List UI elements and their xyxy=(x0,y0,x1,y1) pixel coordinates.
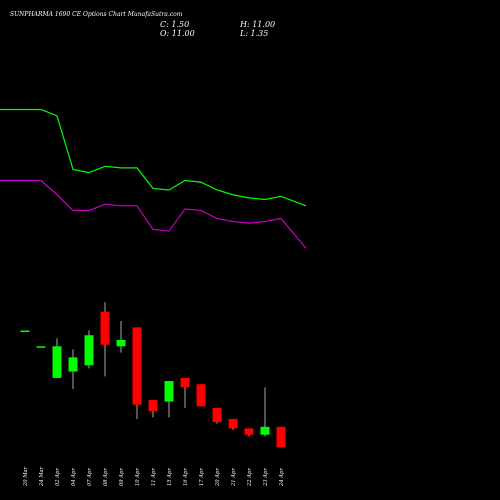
candle-body xyxy=(116,340,126,347)
x-tick-label: 07 Apr xyxy=(87,468,93,486)
lower-line xyxy=(0,179,307,249)
candle-body xyxy=(100,311,110,345)
x-tick-label: 16 Apr xyxy=(183,468,189,486)
candle-body xyxy=(52,346,62,378)
candle-body xyxy=(20,330,30,333)
upper-line xyxy=(0,108,307,207)
x-tick-label: 10 Apr xyxy=(135,468,141,486)
candle-body xyxy=(196,384,206,407)
x-tick-label: 20 Apr xyxy=(215,468,221,487)
low-value: L: 1.35 xyxy=(239,29,268,38)
moving-average-lines xyxy=(0,108,307,249)
candle-body xyxy=(244,428,254,435)
candle-body xyxy=(164,381,174,402)
candle-body xyxy=(260,426,270,435)
candle-body xyxy=(228,418,238,429)
candle-body xyxy=(68,357,78,372)
x-tick-label: 02 Apr xyxy=(55,468,61,486)
x-tick-label: 15 Apr xyxy=(167,468,173,486)
x-tick-label: 17 Apr xyxy=(199,468,205,486)
x-tick-label: 11 Apr xyxy=(151,468,157,486)
chart-title: SUNPHARMA 1690 CE Options Chart MunafaSu… xyxy=(10,11,183,18)
open-value: O: 11.00 xyxy=(160,29,195,38)
x-tick-label: 24 Mar xyxy=(39,466,45,487)
candle-body xyxy=(180,377,190,388)
x-tick-label: 23 Apr xyxy=(263,468,269,487)
candles-layer xyxy=(20,302,286,448)
x-tick-label: 04 Apr xyxy=(71,468,77,486)
candle-body xyxy=(36,346,46,348)
candle-body xyxy=(84,335,94,366)
candle-body xyxy=(148,400,158,412)
x-tick-label: 20 Mar xyxy=(23,466,29,487)
x-tick-label: 24 Apr xyxy=(279,468,285,487)
x-axis-ticks: 20 Mar 24 Mar 02 Apr 04 Apr 07 Apr 08 Apr 09 A… xyxy=(23,466,285,487)
high-value: H: 11.00 xyxy=(239,20,275,29)
x-tick-label: 09 Apr xyxy=(119,468,125,486)
x-tick-label: 22 Apr xyxy=(247,468,253,487)
candle-body xyxy=(276,426,286,448)
candle-body xyxy=(132,327,142,405)
x-tick-label: 21 Apr xyxy=(231,468,237,487)
x-tick-label: 08 Apr xyxy=(103,468,109,486)
candle-body xyxy=(212,407,222,423)
close-value: C: 1.50 xyxy=(160,20,189,29)
